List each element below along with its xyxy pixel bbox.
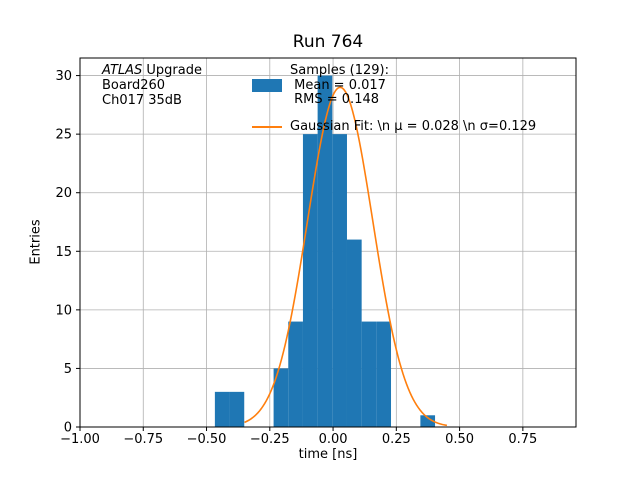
histogram-bar: [332, 134, 347, 427]
histogram-bar: [317, 75, 333, 428]
legend-entry-samples: Samples (129): Mean = 0.017 RMS = 0.148: [252, 63, 536, 108]
x-axis-label: time [ns]: [298, 447, 358, 462]
annotation-line-1: ATLAS Upgrade: [102, 63, 202, 78]
y-axis-label: Entries: [28, 219, 44, 265]
gaussian-curve: [244, 86, 448, 427]
annotation-board: Board260: [102, 78, 166, 93]
x-tick-label: 0.50: [445, 432, 474, 447]
annotation-channel: Ch017 35dB: [102, 93, 182, 108]
x-tick-label: 0.25: [382, 432, 411, 447]
y-tick-label: 30: [55, 69, 72, 84]
y-tick-label: 0: [64, 421, 72, 436]
y-tick-label: 25: [55, 128, 72, 143]
axes-frame: [79, 57, 577, 428]
histogram-bar: [229, 391, 245, 427]
histogram-swatch: [252, 79, 282, 93]
histogram-bar: [288, 321, 303, 427]
x-tick-label: −0.50: [187, 432, 227, 447]
gaussian-legend-label: Gaussian Fit: \n μ = 0.028 \n σ=0.129: [290, 118, 537, 134]
y-tick-label: 20: [55, 186, 72, 201]
x-tick-label: 0.00: [319, 432, 348, 447]
gaussian-line-swatch: [252, 125, 282, 128]
annotation: ATLAS Upgrade Board260 Ch017 35dB: [102, 63, 202, 108]
annotation-upgrade: Upgrade: [142, 63, 202, 78]
annotation-atlas: ATLAS: [102, 63, 143, 78]
y-tick-label: 15: [55, 245, 72, 260]
x-tick-label: −0.75: [123, 432, 163, 447]
histogram-bar: [302, 134, 318, 427]
legend-entry-gaussian: Gaussian Fit: \n μ = 0.028 \n σ=0.129: [252, 118, 537, 135]
histogram-bar: [376, 321, 392, 427]
chart-title: Run 764: [292, 32, 364, 52]
histogram-bar: [361, 321, 377, 427]
histogram-bar: [273, 368, 289, 427]
legend: Samples (129): Mean = 0.017 RMS = 0.148 …: [252, 63, 537, 135]
samples-legend-label: Samples (129): Mean = 0.017 RMS = 0.148: [290, 63, 389, 107]
histogram-bar: [346, 239, 362, 427]
y-tick-label: 5: [64, 362, 72, 377]
x-tick-label: −1.00: [60, 432, 100, 447]
histogram-bar: [214, 391, 230, 427]
y-tick-label: 10: [55, 303, 72, 318]
histogram-bar: [420, 415, 436, 427]
x-tick-label: 0.75: [508, 432, 537, 447]
x-tick-label: −0.25: [250, 432, 290, 447]
